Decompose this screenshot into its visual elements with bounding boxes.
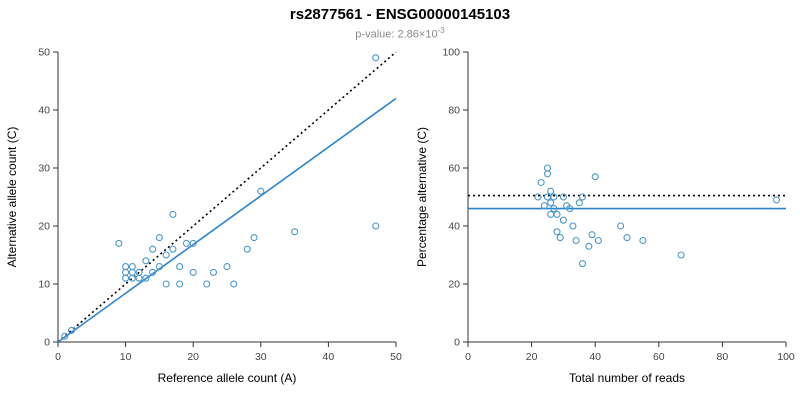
charts-row: 0 10 20 30 40 50 0 10 20 30 40 50 Reference allele c… (0, 42, 800, 394)
left-scatter-plot: 0 10 20 30 40 50 0 10 20 30 40 50 Reference allele c… (5, 47, 402, 386)
svg-text:30: 30 (38, 163, 50, 175)
svg-text:0: 0 (44, 337, 50, 349)
svg-text:10: 10 (120, 351, 132, 363)
figure-header: rs2877561 - ENSG00000145103 p-value: 2.8… (0, 6, 800, 41)
svg-text:80: 80 (717, 351, 729, 363)
svg-text:Reference allele count (A): Reference allele count (A) (158, 371, 297, 385)
svg-text:10: 10 (38, 279, 50, 291)
svg-text:40: 40 (38, 105, 50, 117)
svg-text:30: 30 (255, 351, 267, 363)
svg-text:100: 100 (777, 351, 795, 363)
svg-text:20: 20 (448, 279, 460, 291)
svg-text:60: 60 (653, 351, 665, 363)
svg-text:0: 0 (55, 351, 61, 363)
figure-subtitle: p-value: 2.86×10-3 (0, 26, 800, 41)
figure-title: rs2877561 - ENSG00000145103 (289, 6, 511, 23)
svg-text:Alternative allele count (C): Alternative allele count (C) (5, 127, 19, 268)
svg-text:20: 20 (38, 221, 50, 233)
svg-text:20: 20 (526, 351, 538, 363)
svg-text:40: 40 (448, 221, 460, 233)
svg-text:50: 50 (390, 351, 402, 363)
svg-text:0: 0 (454, 337, 460, 349)
svg-text:20: 20 (187, 351, 199, 363)
svg-text:40: 40 (589, 351, 601, 363)
pvalue-text: p-value: 2.86×10 (355, 28, 438, 41)
svg-text:60: 60 (448, 163, 460, 175)
svg-text:40: 40 (323, 351, 335, 363)
right-scatter-plot: 0 20 40 60 80 100 0 20 40 60 80 100 Total number of … (415, 47, 795, 386)
pvalue-exponent: -3 (437, 26, 445, 35)
svg-text:100: 100 (442, 47, 460, 59)
svg-text:Percentage alternative (C): Percentage alternative (C) (415, 127, 429, 267)
svg-text:50: 50 (38, 47, 50, 59)
svg-text:0: 0 (465, 351, 471, 363)
svg-text:Total number of reads: Total number of reads (569, 371, 685, 385)
svg-text:80: 80 (448, 105, 460, 117)
